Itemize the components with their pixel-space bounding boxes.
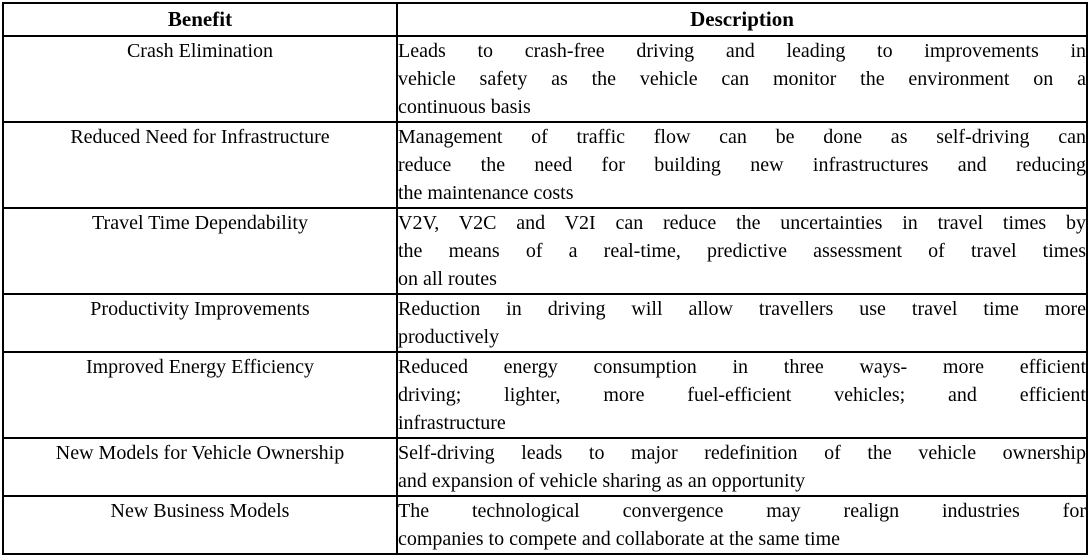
description-cell: Reduction in driving will allow travelle… [396, 293, 1088, 353]
description-line: continuous basis [398, 96, 531, 118]
description-line: Leads to crash-free driving and leading … [398, 40, 1086, 62]
benefit-cell: Reduced Need for Infrastructure [2, 121, 398, 209]
table-row: New Models for Vehicle Ownership Self-dr… [2, 437, 1088, 497]
column-header-benefit: Benefit [2, 2, 398, 37]
description-line: driving; lighter, more fuel-efficient ve… [398, 384, 1086, 406]
description-line: companies to compete and collaborate at … [398, 528, 841, 550]
description-line: productively [398, 326, 500, 348]
description-line: on all routes [398, 268, 497, 290]
column-header-description: Description [396, 2, 1088, 37]
table-row: Reduced Need for Infrastructure Manageme… [2, 121, 1088, 209]
benefit-cell: New Models for Vehicle Ownership [2, 437, 398, 497]
header-row: Benefit Description [2, 2, 1088, 37]
benefit-cell: Crash Elimination [2, 35, 398, 123]
table-row: New Business Models The technological co… [2, 495, 1088, 555]
description-cell: Self-driving leads to major redefinition… [396, 437, 1088, 497]
description-line: vehicle safety as the vehicle can monito… [398, 68, 1086, 90]
description-line: Reduction in driving will allow travelle… [398, 298, 1086, 320]
description-line: Self-driving leads to major redefinition… [398, 442, 1086, 464]
description-cell: Reduced energy consumption in three ways… [396, 351, 1088, 439]
description-line: V2V, V2C and V2I can reduce the uncertai… [398, 212, 1086, 234]
description-cell: Management of traffic flow can be done a… [396, 121, 1088, 209]
description-line: reduce the need for building new infrast… [398, 154, 1086, 176]
description-line: Reduced energy consumption in three ways… [398, 356, 1086, 378]
benefit-cell: New Business Models [2, 495, 398, 555]
description-line: Management of traffic flow can be done a… [398, 126, 1086, 148]
description-line: infrastructure [398, 412, 506, 434]
description-line: and expansion of vehicle sharing as an o… [398, 470, 806, 492]
table-row: Travel Time Dependability V2V, V2C and V… [2, 207, 1088, 295]
table-body: Crash Elimination Leads to crash-free dr… [2, 35, 1088, 555]
benefit-cell: Productivity Improvements [2, 293, 398, 353]
table-row: Crash Elimination Leads to crash-free dr… [2, 35, 1088, 123]
description-cell: Leads to crash-free driving and leading … [396, 35, 1088, 123]
table-header: Benefit Description [2, 2, 1088, 37]
benefit-cell: Improved Energy Efficiency [2, 351, 398, 439]
description-cell: V2V, V2C and V2I can reduce the uncertai… [396, 207, 1088, 295]
benefit-cell: Travel Time Dependability [2, 207, 398, 295]
description-cell: The technological convergence may realig… [396, 495, 1088, 555]
description-line: the means of a real-time, predictive ass… [398, 240, 1086, 262]
table-row: Improved Energy Efficiency Reduced energ… [2, 351, 1088, 439]
description-line: the maintenance costs [398, 182, 574, 204]
description-line: The technological convergence may realig… [398, 500, 1086, 522]
table-row: Productivity Improvements Reduction in d… [2, 293, 1088, 353]
